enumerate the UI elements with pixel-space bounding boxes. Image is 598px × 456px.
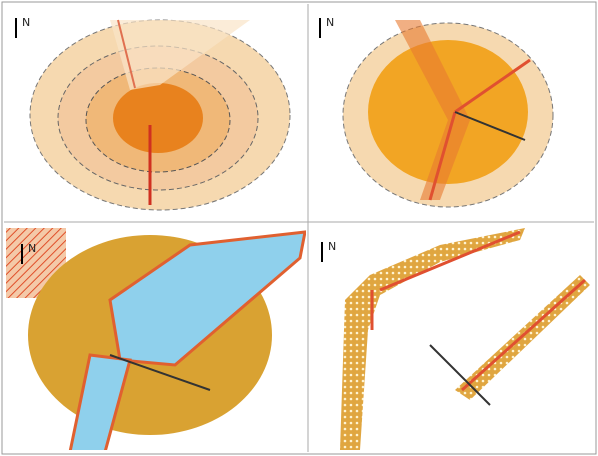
panel-1 [29,19,291,211]
panel-4 [340,228,590,450]
north-label: N [22,16,30,29]
north-label: N [28,242,36,255]
north-label: N [326,16,334,29]
panel-3 [6,228,306,450]
north-label: N [328,240,336,253]
north-arrows: N N N N [15,16,336,264]
panel-2 [342,20,554,208]
